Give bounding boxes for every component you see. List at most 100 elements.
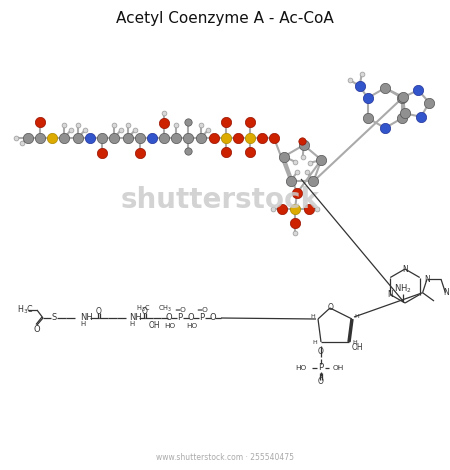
Point	[24, 134, 32, 142]
Point	[117, 126, 125, 134]
Text: O: O	[96, 306, 102, 315]
Point	[124, 134, 131, 142]
Point	[198, 121, 205, 129]
Point	[124, 121, 131, 129]
Text: P: P	[177, 313, 183, 322]
Text: shutterstock: shutterstock	[121, 186, 320, 214]
Point	[287, 178, 294, 185]
Point	[222, 118, 230, 126]
Text: N: N	[402, 265, 408, 274]
Point	[198, 134, 205, 142]
Point	[399, 94, 406, 102]
Text: O: O	[188, 313, 194, 322]
Point	[418, 113, 425, 120]
Point	[382, 84, 389, 92]
Text: Acetyl Coenzyme A - Ac-CoA: Acetyl Coenzyme A - Ac-CoA	[116, 10, 334, 25]
Text: H: H	[310, 313, 315, 319]
Text: O: O	[318, 347, 324, 357]
Point	[99, 149, 106, 157]
Text: NH$_2$: NH$_2$	[394, 283, 412, 295]
Point	[81, 126, 89, 134]
Point	[172, 134, 180, 142]
Point	[222, 148, 230, 156]
Point	[204, 126, 212, 134]
Point	[99, 134, 106, 142]
Text: O: O	[318, 377, 324, 386]
Point	[313, 205, 320, 213]
Point	[426, 99, 433, 106]
Point	[49, 134, 56, 142]
Text: OH: OH	[148, 321, 160, 330]
Point	[86, 134, 94, 142]
Point	[60, 134, 68, 142]
Point	[291, 158, 298, 165]
Text: OH: OH	[333, 365, 344, 371]
Point	[300, 141, 307, 149]
Text: N: N	[444, 288, 449, 297]
Point	[36, 134, 44, 142]
Point	[172, 121, 180, 129]
Point	[36, 118, 44, 126]
Point	[68, 126, 75, 134]
Text: O: O	[142, 306, 148, 315]
Point	[74, 121, 81, 129]
Point	[148, 134, 156, 142]
Point	[184, 134, 192, 142]
Text: H: H	[313, 339, 317, 345]
Point	[270, 134, 278, 142]
Point	[280, 153, 288, 160]
Text: HO: HO	[296, 365, 307, 371]
Text: H: H	[353, 339, 357, 345]
Point	[247, 134, 254, 142]
Point	[414, 86, 422, 94]
Point	[292, 205, 299, 213]
Point	[310, 178, 317, 185]
Text: =O: =O	[196, 307, 208, 313]
Point	[110, 121, 117, 129]
Point	[292, 229, 299, 237]
Point	[160, 134, 167, 142]
Text: www.shutterstock.com · 255540475: www.shutterstock.com · 255540475	[156, 454, 294, 462]
Point	[110, 134, 117, 142]
Point	[298, 137, 306, 145]
Text: OH: OH	[351, 344, 363, 352]
Text: H: H	[81, 321, 86, 327]
Point	[270, 205, 277, 213]
Point	[247, 118, 254, 126]
Point	[211, 134, 218, 142]
Text: H: H	[355, 313, 360, 319]
Point	[160, 119, 167, 127]
Point	[18, 139, 26, 147]
Point	[358, 70, 365, 78]
Point	[356, 82, 363, 90]
Point	[318, 156, 325, 164]
Text: HO: HO	[164, 323, 175, 329]
Point	[279, 205, 286, 213]
Point	[400, 93, 407, 101]
Point	[294, 168, 301, 175]
Point	[136, 134, 144, 142]
Text: S: S	[51, 313, 57, 322]
Point	[184, 147, 192, 155]
Text: H$_3$C: H$_3$C	[135, 304, 150, 314]
Point	[160, 109, 167, 117]
Point	[401, 110, 409, 117]
Point	[382, 124, 389, 132]
Text: H: H	[130, 321, 135, 327]
Point	[184, 118, 192, 126]
Point	[292, 219, 299, 227]
Text: O: O	[328, 304, 334, 313]
Text: O: O	[166, 313, 172, 322]
Text: O: O	[210, 313, 216, 322]
Text: NH: NH	[80, 313, 93, 322]
Text: =O: =O	[174, 307, 186, 313]
Point	[258, 134, 265, 142]
Point	[136, 149, 144, 157]
Text: N: N	[387, 290, 393, 299]
Text: O: O	[34, 324, 40, 334]
Text: CH$_3$: CH$_3$	[158, 304, 172, 314]
Point	[306, 159, 313, 167]
Point	[364, 94, 371, 102]
Text: P: P	[319, 363, 324, 373]
Point	[13, 134, 20, 142]
